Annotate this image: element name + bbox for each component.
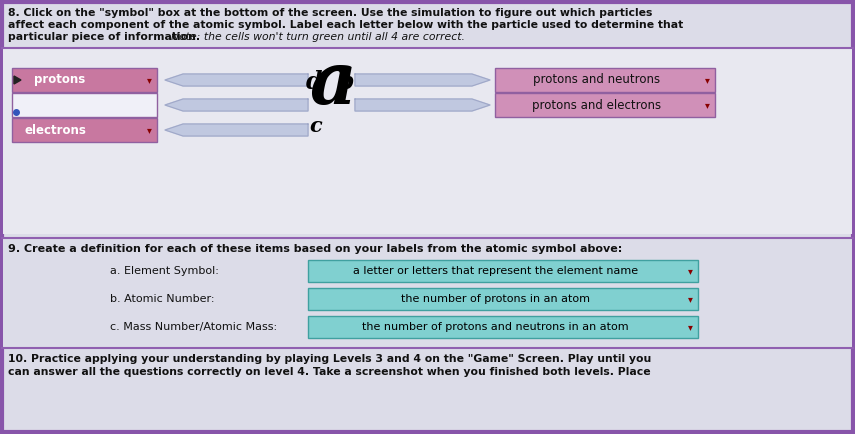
Polygon shape	[355, 99, 490, 111]
Text: ▾: ▾	[687, 294, 693, 304]
Polygon shape	[14, 76, 21, 84]
Text: 9. Create a definition for each of these items based on your labels from the ato: 9. Create a definition for each of these…	[8, 244, 622, 254]
Text: electrons: electrons	[24, 124, 86, 137]
FancyBboxPatch shape	[308, 288, 698, 310]
Text: ▾: ▾	[705, 100, 710, 110]
Text: b: b	[338, 70, 354, 94]
Text: a: a	[309, 48, 356, 119]
Text: the number of protons in an atom: the number of protons in an atom	[401, 294, 590, 304]
Polygon shape	[355, 74, 490, 86]
FancyBboxPatch shape	[308, 260, 698, 282]
Text: protons and neutrons: protons and neutrons	[534, 73, 661, 86]
Text: protons and electrons: protons and electrons	[533, 99, 662, 112]
Text: protons: protons	[34, 73, 86, 86]
Text: ▾: ▾	[687, 266, 693, 276]
Polygon shape	[165, 99, 308, 111]
Text: affect each component of the atomic symbol. Label each letter below with the par: affect each component of the atomic symb…	[8, 20, 683, 30]
Text: ▾: ▾	[146, 75, 151, 85]
Text: ▾: ▾	[705, 75, 710, 85]
Text: c. Mass Number/Atomic Mass:: c. Mass Number/Atomic Mass:	[110, 322, 277, 332]
FancyBboxPatch shape	[308, 316, 698, 338]
FancyBboxPatch shape	[3, 49, 852, 234]
Text: can answer all the questions correctly on level 4. Take a screenshot when you fi: can answer all the questions correctly o…	[8, 367, 651, 377]
Text: a. Element Symbol:: a. Element Symbol:	[110, 266, 219, 276]
Text: ▾: ▾	[687, 322, 693, 332]
Text: Note: the cells won't turn green until all 4 are correct.: Note: the cells won't turn green until a…	[171, 32, 465, 42]
Text: particular piece of information.: particular piece of information.	[8, 32, 203, 42]
FancyBboxPatch shape	[12, 118, 157, 142]
Polygon shape	[165, 124, 308, 136]
FancyBboxPatch shape	[12, 93, 157, 117]
Text: the number of protons and neutrons in an atom: the number of protons and neutrons in an…	[363, 322, 628, 332]
Polygon shape	[165, 74, 308, 86]
FancyBboxPatch shape	[495, 68, 715, 92]
Text: 8. Click on the "symbol" box at the bottom of the screen. Use the simulation to : 8. Click on the "symbol" box at the bott…	[8, 8, 652, 18]
Text: c: c	[310, 116, 322, 136]
Text: 10. Practice applying your understanding by playing Levels 3 and 4 on the "Game": 10. Practice applying your understanding…	[8, 354, 652, 364]
FancyBboxPatch shape	[12, 68, 157, 92]
Text: ▾: ▾	[146, 125, 151, 135]
Text: a letter or letters that represent the element name: a letter or letters that represent the e…	[353, 266, 638, 276]
Text: d: d	[306, 70, 322, 94]
FancyBboxPatch shape	[3, 239, 852, 349]
FancyBboxPatch shape	[495, 93, 715, 117]
Text: b. Atomic Number:: b. Atomic Number:	[110, 294, 215, 304]
